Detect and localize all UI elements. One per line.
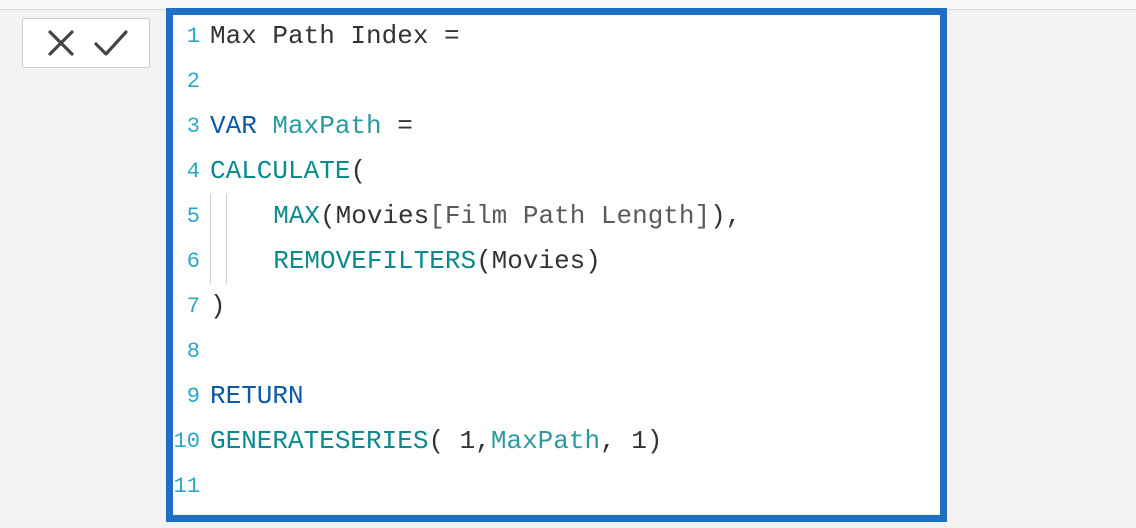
code-line[interactable]: 4CALCULATE( xyxy=(168,149,943,194)
code-content[interactable]: REMOVEFILTERS(Movies) xyxy=(210,239,943,284)
window-top-strip xyxy=(0,0,1136,10)
token-plain: Movies xyxy=(492,246,586,276)
token-ident: MaxPath xyxy=(491,426,600,456)
token-keyword: RETURN xyxy=(210,381,304,411)
check-icon xyxy=(91,26,131,60)
code-line[interactable]: 1Max Path Index = xyxy=(168,14,943,59)
token-plain: Max Path Index xyxy=(210,21,444,51)
token-paren: ( xyxy=(320,201,336,231)
formula-editor-wrap: 1Max Path Index =23VAR MaxPath =4CALCULA… xyxy=(168,10,943,513)
line-number: 5 xyxy=(168,194,210,239)
token-plain: , xyxy=(600,426,631,456)
token-paren: ( xyxy=(350,156,366,186)
line-number: 10 xyxy=(168,419,210,464)
line-number: 3 xyxy=(168,104,210,149)
token-col: [Film Path Length] xyxy=(429,201,710,231)
token-ident: MaxPath xyxy=(272,111,381,141)
code-line[interactable]: 9RETURN xyxy=(168,374,943,419)
code-line[interactable]: 2 xyxy=(168,59,943,104)
code-content[interactable]: ) xyxy=(210,284,943,329)
close-icon xyxy=(44,26,78,60)
token-op: = xyxy=(397,111,413,141)
code-content[interactable]: VAR MaxPath = xyxy=(210,104,943,149)
token-paren: ) xyxy=(710,201,726,231)
line-number: 2 xyxy=(168,59,210,104)
token-plain xyxy=(444,426,460,456)
line-number: 9 xyxy=(168,374,210,419)
line-number: 11 xyxy=(168,464,210,509)
code-line[interactable]: 8 xyxy=(168,329,943,374)
code-content[interactable]: MAX(Movies[Film Path Length]), xyxy=(210,194,943,239)
indent-guide xyxy=(210,239,226,284)
code-content[interactable]: RETURN xyxy=(210,374,943,419)
indent-guide xyxy=(226,239,242,284)
main-container: 1Max Path Index =23VAR MaxPath =4CALCULA… xyxy=(0,10,1136,528)
line-number: 7 xyxy=(168,284,210,329)
code-line[interactable]: 10GENERATESERIES( 1,MaxPath, 1) xyxy=(168,419,943,464)
token-num: 1 xyxy=(631,426,647,456)
indent-guide xyxy=(210,194,226,239)
token-plain xyxy=(382,111,398,141)
line-number: 6 xyxy=(168,239,210,284)
code-line[interactable]: 6 REMOVEFILTERS(Movies) xyxy=(168,239,943,284)
token-plain: , xyxy=(726,201,742,231)
token-plain: , xyxy=(475,426,491,456)
token-plain: Movies xyxy=(336,201,430,231)
token-paren: ) xyxy=(585,246,601,276)
code-line[interactable]: 5 MAX(Movies[Film Path Length]), xyxy=(168,194,943,239)
token-func: REMOVEFILTERS xyxy=(273,246,476,276)
token-paren: ( xyxy=(428,426,444,456)
formula-bar-toolbar xyxy=(22,18,150,68)
code-line[interactable]: 7) xyxy=(168,284,943,329)
line-number: 4 xyxy=(168,149,210,194)
code-content[interactable]: CALCULATE( xyxy=(210,149,943,194)
line-number: 1 xyxy=(168,14,210,59)
token-func: CALCULATE xyxy=(210,156,350,186)
token-func: MAX xyxy=(273,201,320,231)
code-content[interactable]: Max Path Index = xyxy=(210,14,943,59)
token-func: GENERATESERIES xyxy=(210,426,428,456)
token-op: = xyxy=(444,21,460,51)
code-line[interactable]: 11 xyxy=(168,464,943,509)
cancel-button[interactable] xyxy=(37,21,85,65)
token-paren: ) xyxy=(210,291,226,321)
token-paren: ) xyxy=(647,426,663,456)
token-num: 1 xyxy=(460,426,476,456)
indent-guide xyxy=(226,194,242,239)
formula-editor[interactable]: 1Max Path Index =23VAR MaxPath =4CALCULA… xyxy=(168,10,943,513)
token-keyword: VAR xyxy=(210,111,257,141)
code-content[interactable]: GENERATESERIES( 1,MaxPath, 1) xyxy=(210,419,943,464)
confirm-button[interactable] xyxy=(87,21,135,65)
code-line[interactable]: 3VAR MaxPath = xyxy=(168,104,943,149)
token-paren: ( xyxy=(476,246,492,276)
line-number: 8 xyxy=(168,329,210,374)
token-plain xyxy=(257,111,273,141)
